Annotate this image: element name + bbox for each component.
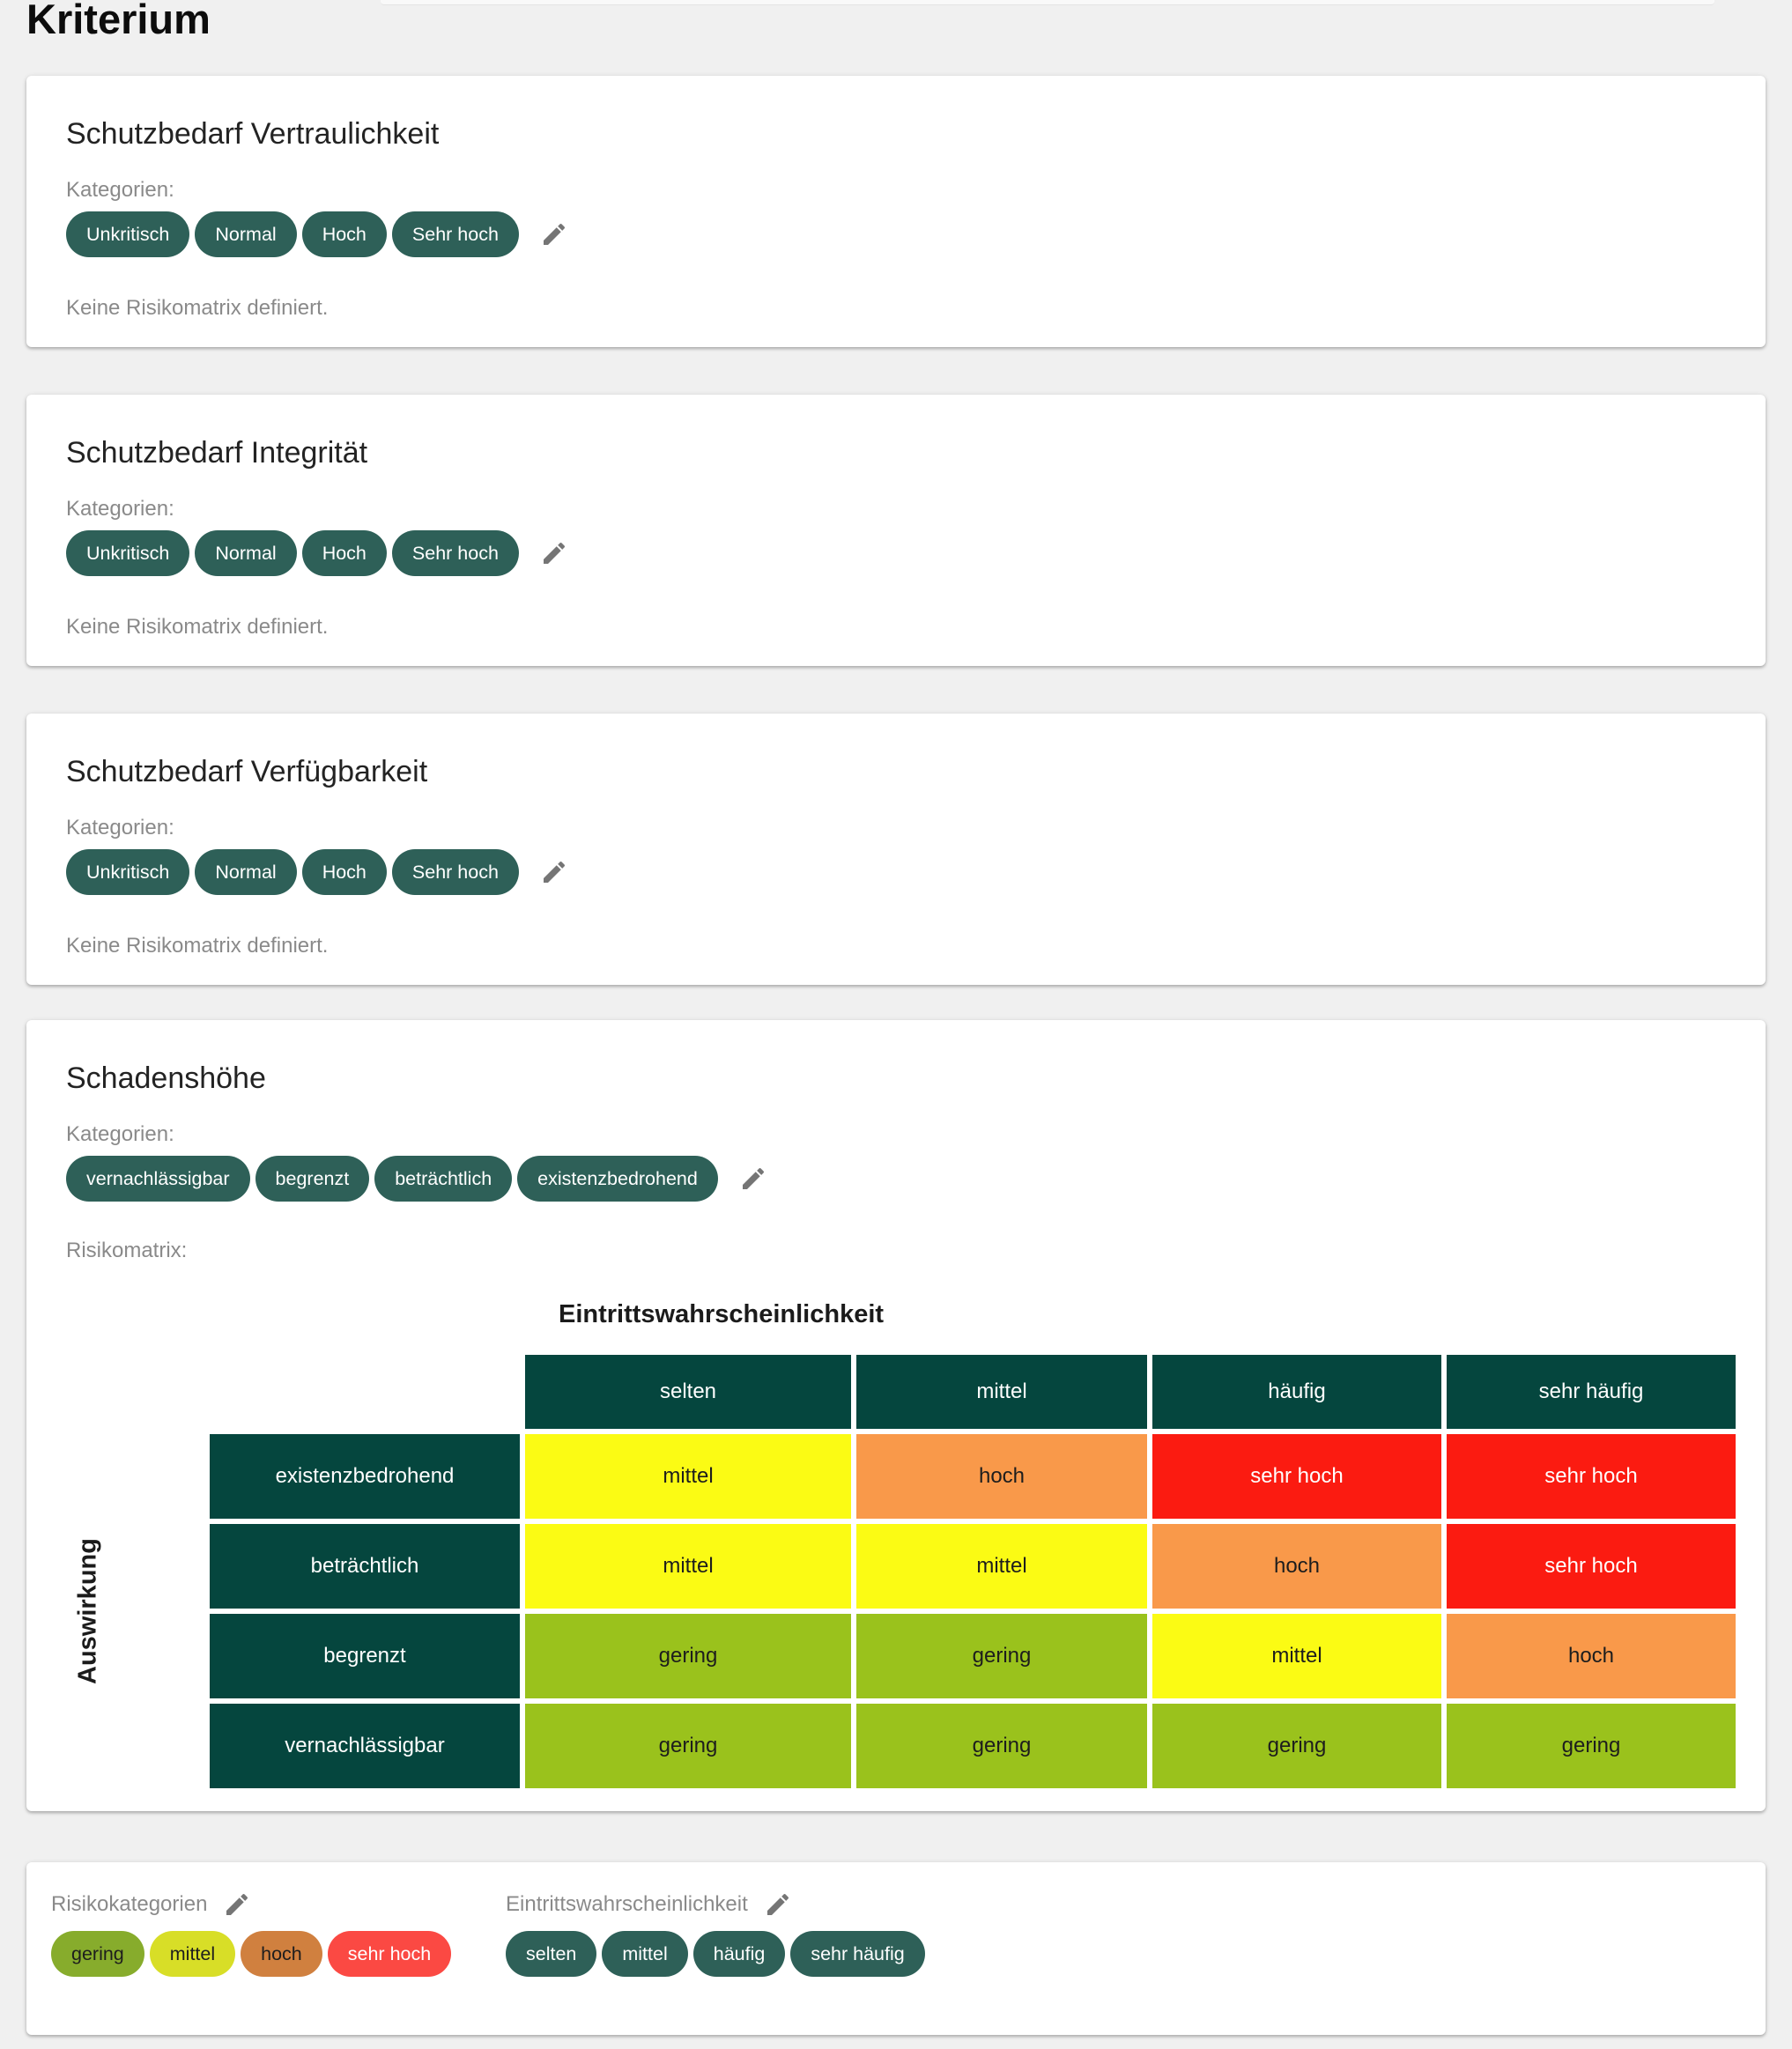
category-chip: beträchtlich	[374, 1156, 513, 1202]
category-chip: Normal	[195, 530, 297, 576]
categories-label: Kategorien:	[66, 178, 174, 202]
matrix-row-header: vernachlässigbar	[210, 1704, 520, 1788]
matrix-cell: gering	[856, 1614, 1147, 1698]
category-chip: Sehr hoch	[391, 530, 519, 576]
matrix-cell: hoch	[856, 1434, 1147, 1519]
probability-label-text: Eintrittswahrscheinlichkeit	[506, 1892, 748, 1916]
categories-label: Kategorien:	[66, 816, 174, 840]
matrix-cell: gering	[1447, 1704, 1736, 1788]
risk-matrix: selten mittel häufig sehr häufig existenzbed…	[210, 1355, 1736, 1788]
edit-pencil-icon	[766, 1893, 789, 1915]
risk-matrix-label: Risikomatrix:	[66, 1239, 188, 1262]
card-title: Schutzbedarf Integrität	[66, 436, 368, 470]
matrix-row-header: beträchtlich	[210, 1524, 520, 1609]
risk-category-chip: mittel	[149, 1931, 236, 1977]
category-chip: sehr häufig	[790, 1931, 925, 1977]
scrolled-card-edge	[381, 0, 1714, 5]
category-chip: begrenzt	[255, 1156, 370, 1202]
matrix-cell: gering	[525, 1614, 851, 1698]
categories-label: Kategorien:	[66, 497, 174, 521]
edit-pencil-icon	[543, 223, 565, 245]
matrix-cell: mittel	[525, 1524, 851, 1609]
card-title: Schutzbedarf Verfügbarkeit	[66, 755, 428, 788]
category-chips-row: Unkritisch Normal Hoch Sehr hoch	[66, 530, 568, 576]
edit-categories-button[interactable]	[739, 1165, 767, 1193]
damage-card: Schadenshöhe Kategorien: vernachlässigba…	[26, 1020, 1766, 1811]
category-chip: Unkritisch	[66, 211, 190, 257]
matrix-cell: mittel	[856, 1524, 1147, 1609]
edit-pencil-icon	[226, 1893, 248, 1915]
categories-label: Kategorien:	[66, 1122, 174, 1146]
matrix-column-header: mittel	[856, 1355, 1147, 1429]
matrix-cell: sehr hoch	[1152, 1434, 1441, 1519]
category-chip: Sehr hoch	[391, 849, 519, 895]
matrix-cell: gering	[856, 1704, 1147, 1788]
category-chip: vernachlässigbar	[66, 1156, 250, 1202]
edit-probability-button[interactable]	[764, 1890, 792, 1919]
category-chips-row: vernachlässigbar begrenzt beträchtlich exis…	[66, 1156, 767, 1202]
category-chip: häufig	[692, 1931, 786, 1977]
edit-pencil-icon	[543, 861, 565, 883]
edit-categories-button[interactable]	[540, 220, 568, 248]
edit-pencil-icon	[543, 542, 565, 564]
card-title: Schutzbedarf Vertraulichkeit	[66, 117, 440, 151]
matrix-cell: mittel	[1152, 1614, 1441, 1698]
edit-risk-categories-button[interactable]	[223, 1890, 251, 1919]
matrix-row-header: begrenzt	[210, 1614, 520, 1698]
category-chips-row: Unkritisch Normal Hoch Sehr hoch	[66, 211, 568, 257]
criterion-card: Schutzbedarf Vertraulichkeit Kategorien: U…	[26, 76, 1766, 347]
edit-categories-button[interactable]	[540, 539, 568, 567]
risk-category-chip: sehr hoch	[327, 1931, 452, 1977]
matrix-cell: mittel	[525, 1434, 851, 1519]
category-chip: Normal	[195, 211, 297, 257]
category-chip: Normal	[195, 849, 297, 895]
matrix-column-header: sehr häufig	[1447, 1355, 1736, 1429]
matrix-cell: gering	[1152, 1704, 1441, 1788]
category-chip: mittel	[602, 1931, 688, 1977]
matrix-cell: hoch	[1152, 1524, 1441, 1609]
category-chip: selten	[506, 1931, 597, 1977]
risk-category-chip: hoch	[241, 1931, 322, 1977]
matrix-cell: gering	[525, 1704, 851, 1788]
risk-category-chip: gering	[51, 1931, 144, 1977]
probability-chips-row: selten mittel häufig sehr häufig	[506, 1931, 930, 1977]
matrix-cell: sehr hoch	[1447, 1434, 1736, 1519]
risk-settings-card: Risikokategorien gering mittel hoch sehr ho…	[26, 1862, 1766, 2035]
probability-label: Eintrittswahrscheinlichkeit	[506, 1890, 792, 1919]
category-chip: Unkritisch	[66, 849, 190, 895]
matrix-y-axis-label: Auswirkung	[73, 1538, 102, 1684]
edit-pencil-icon	[742, 1167, 764, 1189]
risk-categories-label-text: Risikokategorien	[51, 1892, 208, 1916]
criterion-card: Schutzbedarf Integrität Kategorien: Unkrit…	[26, 395, 1766, 666]
no-risk-matrix-text: Keine Risikomatrix definiert.	[66, 934, 329, 958]
no-risk-matrix-text: Keine Risikomatrix definiert.	[66, 615, 329, 639]
category-chip: Hoch	[301, 530, 387, 576]
category-chip: Hoch	[301, 849, 387, 895]
category-chip: existenzbedrohend	[517, 1156, 718, 1202]
matrix-corner	[210, 1355, 520, 1429]
category-chip: Sehr hoch	[391, 211, 519, 257]
matrix-column-header: häufig	[1152, 1355, 1441, 1429]
matrix-row-header: existenzbedrohend	[210, 1434, 520, 1519]
matrix-column-header: selten	[525, 1355, 851, 1429]
card-title: Schadenshöhe	[66, 1061, 266, 1095]
risk-categories-label: Risikokategorien	[51, 1890, 251, 1919]
page-title: Kriterium	[26, 0, 211, 42]
no-risk-matrix-text: Keine Risikomatrix definiert.	[66, 296, 329, 320]
criterion-card: Schutzbedarf Verfügbarkeit Kategorien: Unk…	[26, 714, 1766, 985]
category-chip: Unkritisch	[66, 530, 190, 576]
matrix-cell: sehr hoch	[1447, 1524, 1736, 1609]
matrix-x-axis-label: Eintrittswahrscheinlichkeit	[559, 1300, 885, 1328]
risk-category-chips-row: gering mittel hoch sehr hoch	[51, 1931, 456, 1977]
matrix-cell: hoch	[1447, 1614, 1736, 1698]
category-chips-row: Unkritisch Normal Hoch Sehr hoch	[66, 849, 568, 895]
edit-categories-button[interactable]	[540, 858, 568, 886]
category-chip: Hoch	[301, 211, 387, 257]
